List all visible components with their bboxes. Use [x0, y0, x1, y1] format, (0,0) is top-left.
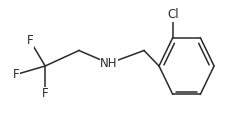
Text: F: F — [13, 68, 20, 81]
Text: F: F — [42, 87, 48, 100]
Text: Cl: Cl — [166, 8, 178, 22]
Text: F: F — [27, 34, 33, 47]
Text: NH: NH — [100, 57, 117, 70]
